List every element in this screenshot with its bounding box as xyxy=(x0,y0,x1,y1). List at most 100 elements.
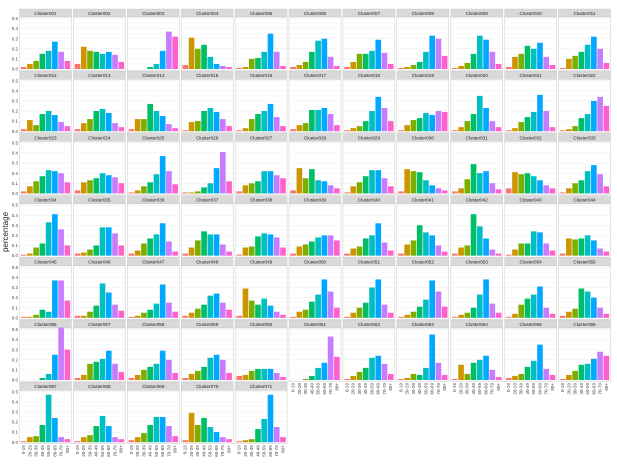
facet-strip-label: Cluster024 xyxy=(88,135,111,140)
facet-strip-label: Cluster003 xyxy=(142,11,165,16)
facet-panel: Cluster067 0.0 0.1 0.2 0.3 0.4 0.5 0-19 20-29 30-… xyxy=(12,382,72,457)
bar-20-29 xyxy=(350,128,357,132)
bar-20-29 xyxy=(134,374,141,380)
y-tick-label: 0.2 xyxy=(12,171,19,176)
bar-60-69 xyxy=(483,238,489,256)
bar-80+ xyxy=(226,439,232,443)
bar-70-79 xyxy=(58,280,64,318)
bar-60-69 xyxy=(105,51,112,69)
bar-60-69 xyxy=(375,170,382,194)
bar-0-19 xyxy=(344,316,350,318)
bar-80+ xyxy=(603,313,610,318)
facet-panel: Cluster025 xyxy=(127,133,180,196)
bar-0-19 xyxy=(20,254,27,256)
bar-0-19 xyxy=(559,67,566,69)
bar-60-69 xyxy=(591,358,597,380)
bar-50-59 xyxy=(369,357,375,380)
facet-panel: Cluster008 xyxy=(396,8,449,71)
bar-50-59 xyxy=(423,367,429,380)
bar-50-59 xyxy=(207,427,214,443)
x-tick-label: 30-39 xyxy=(411,383,416,395)
bar-60-69 xyxy=(591,240,597,256)
bar-80+ xyxy=(549,64,556,69)
x-tick-label: 0-19 xyxy=(506,383,511,393)
bar-20-29 xyxy=(458,127,464,132)
bar-40-49 xyxy=(147,425,153,443)
facet-strip-label: Cluster055 xyxy=(573,260,596,265)
facet-panel: Cluster065 0-19 20-29 30-39 40-49 50-59 60-69 7… xyxy=(504,319,557,395)
bar-40-49 xyxy=(470,307,477,318)
y-tick-label: 0.0 xyxy=(12,440,19,445)
bar-40-49 xyxy=(39,425,46,443)
bar-30-39 xyxy=(302,378,309,380)
facet-strip-label: Cluster012 xyxy=(34,73,57,78)
bar-50-59 xyxy=(423,51,429,69)
bar-20-29 xyxy=(350,375,357,380)
facet-strip-label: Cluster066 xyxy=(573,322,596,327)
bar-0-19 xyxy=(182,64,189,69)
bar-50-59 xyxy=(530,112,537,132)
facet-panel: Cluster036 xyxy=(127,195,180,258)
bar-80+ xyxy=(118,127,125,132)
bar-30-39 xyxy=(518,122,525,132)
bar-50-59 xyxy=(99,283,106,318)
facet-strip-label: Cluster063 xyxy=(412,322,435,327)
bar-40-49 xyxy=(93,245,100,256)
facet-panel: Cluster014 xyxy=(127,70,180,133)
facet-strip-label: Cluster018 xyxy=(358,73,381,78)
bar-20-29 xyxy=(27,120,33,132)
bar-0-19 xyxy=(20,316,27,318)
bar-60-69 xyxy=(429,334,435,380)
facet-panel: Cluster046 xyxy=(73,257,126,320)
bar-30-39 xyxy=(356,246,363,256)
x-tick-label: 40-49 xyxy=(417,383,422,395)
facet-strip-label: Cluster071 xyxy=(250,384,273,389)
facet-strip-label: Cluster022 xyxy=(573,73,596,78)
y-tick-label: 0.1 xyxy=(12,243,19,248)
bar-60-69 xyxy=(429,115,435,132)
bar-30-39 xyxy=(33,60,39,69)
bar-50-59 xyxy=(45,394,52,443)
bar-20-29 xyxy=(242,185,249,194)
x-tick-label: 40-49 xyxy=(201,445,206,457)
facet-panel: Cluster057 xyxy=(73,319,126,382)
bar-70-79 xyxy=(381,178,388,194)
bar-70-79 xyxy=(112,304,118,318)
bar-0-19 xyxy=(344,253,350,256)
facet-panel: Cluster050 xyxy=(288,257,342,320)
bar-30-39 xyxy=(141,369,147,380)
bar-30-39 xyxy=(356,126,363,132)
bar-20-29 xyxy=(512,249,518,256)
bar-30-39 xyxy=(356,182,363,194)
bar-50-59 xyxy=(99,108,106,132)
bar-0-19 xyxy=(559,192,566,194)
bar-60-69 xyxy=(591,165,597,194)
bar-30-39 xyxy=(33,181,39,194)
bar-60-69 xyxy=(105,227,112,256)
bar-40-49 xyxy=(201,231,207,256)
bar-80+ xyxy=(387,373,394,380)
bar-20-29 xyxy=(512,375,518,380)
bar-20-29 xyxy=(404,125,410,132)
bar-70-79 xyxy=(220,151,226,194)
x-tick-label: 0-19 xyxy=(21,445,26,455)
x-tick-label: 80+ xyxy=(496,383,501,391)
y-axis-title: percentage xyxy=(1,211,10,252)
y-tick-label: 0.2 xyxy=(12,295,19,300)
bar-40-49 xyxy=(39,243,46,256)
x-tick-label: 80+ xyxy=(65,445,70,453)
bar-60-69 xyxy=(52,354,58,380)
bar-40-49 xyxy=(578,180,585,194)
bar-40-49 xyxy=(362,367,369,380)
x-tick-label: 70-79 xyxy=(112,445,117,457)
x-tick-label: 40-49 xyxy=(309,383,314,395)
facet-strip-label: Cluster057 xyxy=(88,322,111,327)
bar-30-39 xyxy=(302,244,309,256)
bar-60-69 xyxy=(105,350,112,380)
y-tick-label: 0.4 xyxy=(12,399,19,404)
bar-40-49 xyxy=(362,238,369,256)
bar-80+ xyxy=(172,436,178,443)
bar-80+ xyxy=(118,310,125,318)
bar-20-29 xyxy=(350,186,357,194)
bar-0-19 xyxy=(559,130,566,132)
